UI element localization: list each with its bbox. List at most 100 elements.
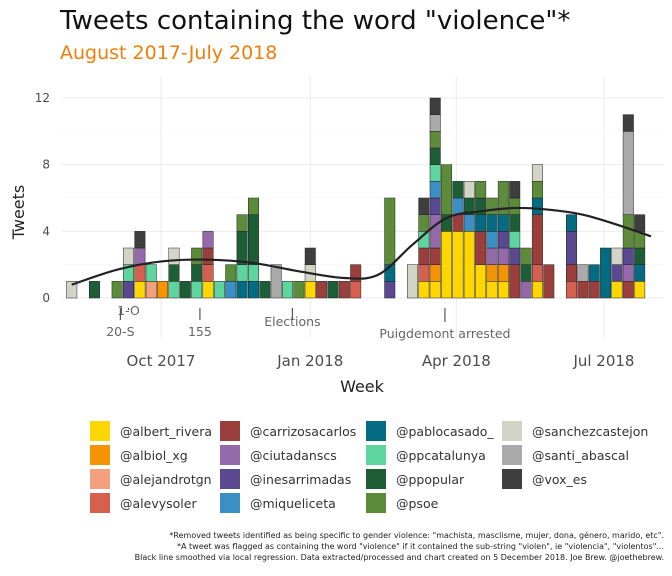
y-tick-label: 8 bbox=[42, 158, 50, 172]
bar-segment bbox=[202, 247, 214, 265]
bar-segment bbox=[191, 281, 203, 299]
legend-swatch bbox=[502, 421, 522, 441]
legend-swatch bbox=[502, 469, 522, 489]
bar-segment bbox=[509, 231, 521, 249]
bar-segment bbox=[418, 247, 430, 265]
bar-segment bbox=[282, 281, 294, 299]
bar-segment bbox=[429, 164, 441, 182]
bar-segment bbox=[168, 247, 180, 265]
chart-title: Tweets containing the word "violence"* bbox=[60, 6, 571, 36]
bar-segment bbox=[429, 197, 441, 215]
bar-segment bbox=[475, 181, 487, 199]
bar-segment bbox=[304, 247, 316, 265]
bar-segment bbox=[236, 231, 248, 265]
legend-swatch bbox=[220, 421, 240, 441]
legend-item: @sanchezcastejon bbox=[502, 420, 648, 442]
bar-segment bbox=[531, 197, 543, 215]
annotation-label: Puigdemont arrested bbox=[379, 326, 510, 341]
bar-segment bbox=[418, 281, 430, 299]
legend-item: @santi_abascal bbox=[502, 444, 629, 466]
legend-label: @ciutadanscs bbox=[250, 447, 337, 463]
bar-segment bbox=[191, 264, 203, 282]
bar-segment bbox=[338, 281, 350, 299]
legend-swatch bbox=[90, 469, 110, 489]
legend-item: @alejandrotgn bbox=[90, 468, 212, 490]
bar-segment bbox=[429, 247, 441, 265]
bar-segment bbox=[452, 181, 464, 199]
bar-segment bbox=[134, 281, 146, 299]
bar-segment bbox=[304, 281, 316, 299]
bar-segment bbox=[588, 264, 600, 282]
bar-segment bbox=[429, 264, 441, 282]
bar-segment bbox=[441, 164, 453, 215]
bar-segment bbox=[259, 281, 271, 299]
bar-segment bbox=[247, 281, 259, 299]
bar-segment bbox=[543, 264, 555, 299]
bar-segment bbox=[611, 247, 623, 265]
bar-segment bbox=[622, 131, 634, 215]
legend-item: @albiol_xg bbox=[90, 444, 188, 466]
bar-segment bbox=[622, 114, 634, 132]
bar-segment bbox=[622, 281, 634, 299]
bar-segment bbox=[429, 131, 441, 149]
bar-segment bbox=[225, 264, 237, 282]
bar-segment bbox=[600, 247, 612, 299]
legend-swatch bbox=[90, 421, 110, 441]
legend-label: @pablocasado_ bbox=[396, 423, 494, 439]
bar-segment bbox=[350, 264, 362, 282]
legend-label: @inesarrimadas bbox=[250, 471, 352, 487]
bar-segment bbox=[123, 247, 135, 265]
bar-segment bbox=[429, 114, 441, 132]
annotation-label: Elections bbox=[264, 314, 320, 329]
legend-item: @vox_es bbox=[502, 468, 587, 490]
bar-segment bbox=[509, 247, 521, 265]
bar-segment bbox=[316, 281, 328, 299]
legend-label: @alevysoler bbox=[120, 495, 197, 511]
legend-label: @carrizosacarlos bbox=[250, 423, 357, 439]
legend-item: @psoe bbox=[366, 492, 438, 514]
bar-segment bbox=[497, 281, 509, 299]
legend-label: @alejandrotgn bbox=[120, 471, 212, 487]
bar-segment bbox=[213, 281, 225, 299]
bar-segment bbox=[509, 181, 521, 199]
legend-label: @albert_rivera bbox=[120, 423, 213, 439]
legend-swatch bbox=[220, 469, 240, 489]
bar-segment bbox=[634, 264, 646, 282]
chart-plot: 0 4 8 12 1-O 20-S 155 Elections Puigdemont arres… bbox=[9, 76, 664, 396]
legend-swatch bbox=[502, 445, 522, 465]
bar-segment bbox=[509, 214, 521, 232]
bar-segment bbox=[497, 181, 509, 215]
legend-label: @albiol_xg bbox=[120, 447, 188, 463]
bar-segment bbox=[236, 264, 248, 282]
bar-segment bbox=[452, 214, 464, 232]
bar-segment bbox=[531, 281, 543, 299]
bar-segment bbox=[134, 247, 146, 265]
bar-segment bbox=[247, 214, 259, 265]
legend-swatch bbox=[366, 469, 386, 489]
bar-segment bbox=[486, 247, 498, 265]
bar-segment bbox=[88, 281, 100, 299]
bar-segment bbox=[622, 247, 634, 265]
bar-segment bbox=[497, 264, 509, 282]
bar-segment bbox=[418, 264, 430, 282]
bar-segment bbox=[247, 264, 259, 282]
bar-segment bbox=[179, 281, 191, 299]
legend-label: @vox_es bbox=[532, 471, 588, 487]
bar-segment bbox=[634, 214, 646, 232]
legend-item: @pablocasado_ bbox=[366, 420, 494, 442]
legend-item: @ciutadanscs bbox=[220, 444, 337, 466]
caption-line-2: *A tweet was flagged as containing the w… bbox=[177, 542, 664, 551]
bar-segment bbox=[622, 264, 634, 282]
bar-segment bbox=[429, 97, 441, 115]
bar-segment bbox=[134, 231, 146, 249]
bar-segment bbox=[531, 264, 543, 282]
bar-segment bbox=[486, 197, 498, 215]
x-axis-title: Week bbox=[340, 377, 385, 396]
x-tick-label: Apr 2018 bbox=[422, 352, 491, 370]
bar-segment bbox=[497, 231, 509, 249]
bar-segment bbox=[475, 231, 487, 265]
bar-segment bbox=[566, 264, 577, 282]
bar-segment bbox=[145, 264, 157, 282]
bar-segment bbox=[520, 247, 532, 265]
bar-segment bbox=[429, 214, 441, 249]
